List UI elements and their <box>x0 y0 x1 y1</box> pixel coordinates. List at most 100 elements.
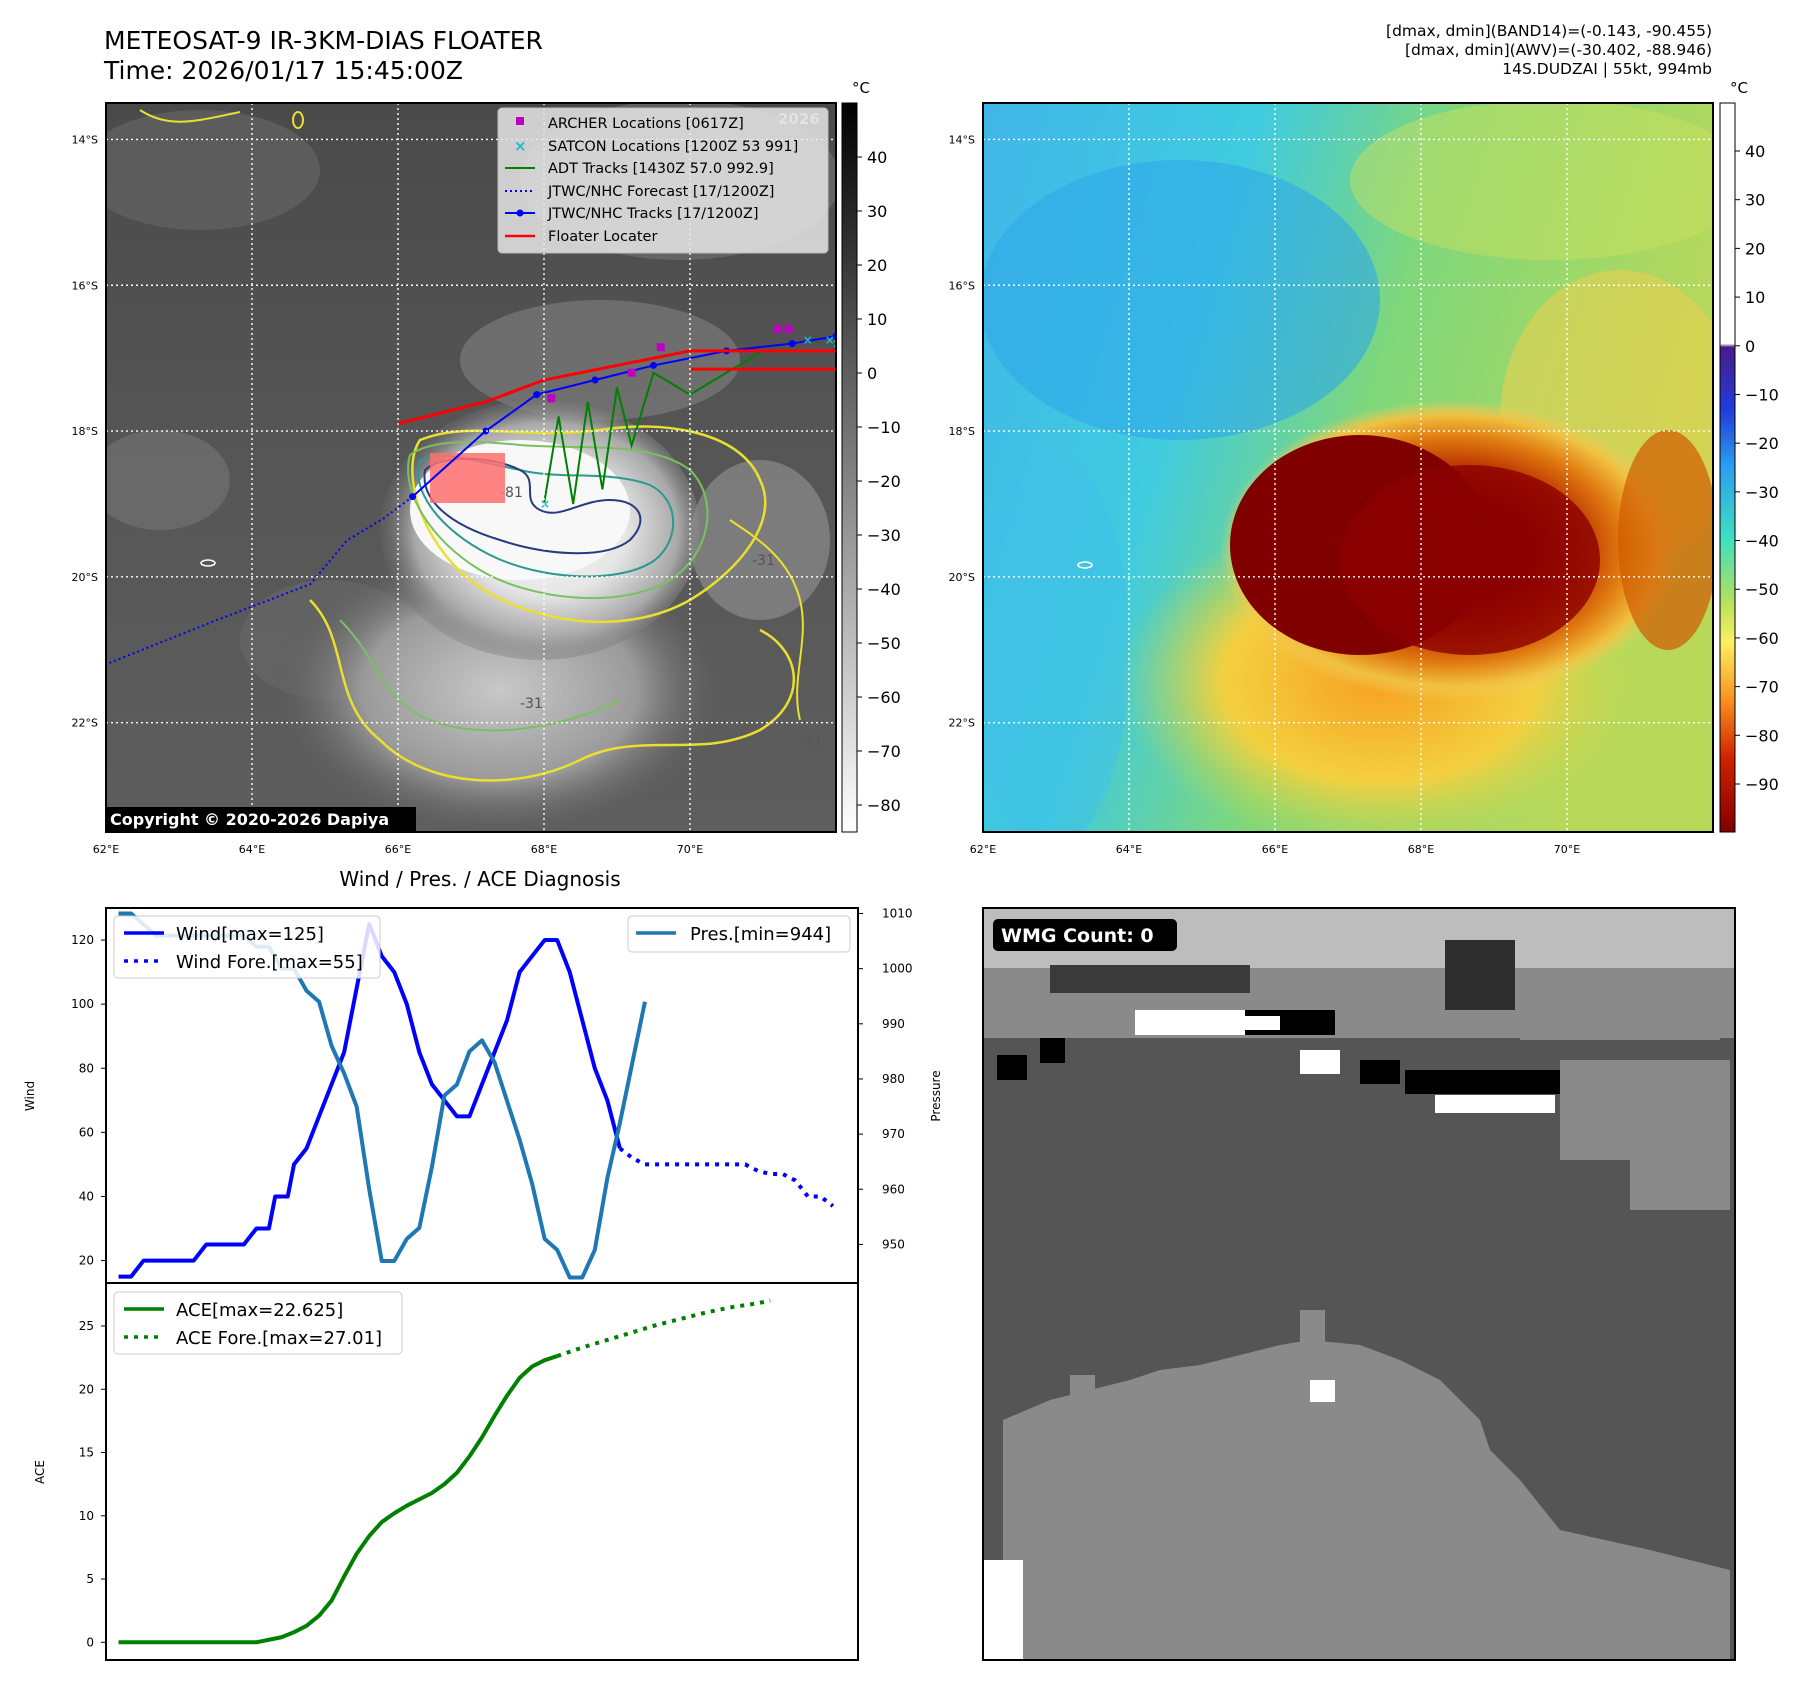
colorbar-tick-label: −50 <box>867 634 901 653</box>
track-point <box>533 391 541 399</box>
pressure-legend: Pres.[min=944] <box>627 915 851 953</box>
wind-axis-label: Wind <box>23 1081 37 1111</box>
wmg-count-badge <box>993 919 1177 951</box>
series-line <box>556 1298 771 1358</box>
info-line3: 14S.DUDZAI | 55kt, 994mb <box>1502 60 1712 78</box>
legend-entry: JTWC/NHC Forecast [17/1200Z] <box>547 184 774 200</box>
satcon-marker-icon: × <box>514 137 527 155</box>
forecast-track <box>106 495 414 666</box>
satcon-point: × <box>832 337 842 351</box>
wind-tick-label: 40 <box>79 1189 94 1203</box>
series-line <box>618 1146 835 1208</box>
awv-panel-frame <box>982 102 1714 833</box>
satcon-point: × <box>825 333 835 347</box>
lat-tick-label: 20°S <box>72 571 98 584</box>
legend-entry: Wind[max=125] <box>176 924 324 945</box>
wind-tick-label: 120 <box>71 933 94 947</box>
colorbar-tick-label: −40 <box>867 580 901 599</box>
diagnosis-title: Wind / Pres. / ACE Diagnosis <box>339 867 620 891</box>
lat-tick-label: 22°S <box>72 717 98 730</box>
legend-entry: ARCHER Locations [0617Z] <box>548 116 744 132</box>
lat-tick-label: 14°S <box>949 133 975 146</box>
pressure-axis-label: Pressure <box>929 1070 943 1121</box>
ir-colorbar <box>841 102 858 833</box>
legend-entry: ACE[max=22.625] <box>176 1300 343 1321</box>
colorbar-tick-label: 40 <box>867 148 887 167</box>
legend-entry: ACE Fore.[max=27.01] <box>176 1328 382 1349</box>
colorbar-tick-label: 20 <box>867 256 887 275</box>
info-line2: [dmax, dmin](AWV)=(-30.402, -88.946) <box>1405 41 1712 59</box>
lon-tick-label: 62°E <box>93 843 119 856</box>
wmg-count-label: WMG Count: 0 <box>1001 925 1154 947</box>
lon-tick-label: 68°E <box>531 843 557 856</box>
floater-box <box>430 453 505 503</box>
awv-satellite-image <box>983 103 1713 832</box>
colorbar-tick-label: −50 <box>1745 580 1779 599</box>
ace-panel-frame <box>105 1282 859 1661</box>
map-axis-labels: 14°S 16°S 18°S 20°S 22°S 62°E 64°E 66°E 68°E 70°E… <box>72 133 1581 856</box>
colorbar-tick-label: 30 <box>1745 191 1765 210</box>
legend-entry: SATCON Locations [1200Z 53 991] <box>548 139 798 155</box>
storm-tracks: ×× ×× <box>106 324 842 666</box>
awv-colorbar-ticks: 40 30 20 10 0 −10 −20 −30 −40 −50 −60 −70 −80 −90 <box>1735 142 1779 794</box>
contour-label: -31 <box>520 696 543 712</box>
awv-colorbar-unit: °C <box>1730 79 1748 97</box>
archer-point <box>784 324 793 333</box>
satcon-point: × <box>803 333 813 347</box>
colorbar-tick-label: −60 <box>867 688 901 707</box>
lat-tick-label: 22°S <box>949 717 975 730</box>
ace-tick-label: 10 <box>79 1509 94 1523</box>
archer-point <box>547 394 556 403</box>
ir-colorbar-ticks: 40 30 20 10 0 −10 −20 −30 −40 −50 −60 −70 −80 <box>857 148 901 815</box>
pressure-tick-label: 950 <box>882 1237 905 1251</box>
legend-entry: ADT Tracks [1430Z 57.0 992.9] <box>548 161 774 177</box>
ace-legend: ACE[max=22.625] ACE Fore.[max=27.01] <box>113 1291 403 1355</box>
copyright-badge <box>106 807 416 831</box>
pressure-tick-label: 1010 <box>882 907 913 921</box>
colorbar-tick-label: 10 <box>867 310 887 329</box>
lon-tick-label: 66°E <box>1262 843 1288 856</box>
colorbar-tick-label: 20 <box>1745 239 1765 258</box>
legend-entry: Floater Locater <box>548 229 657 245</box>
legend-entry: Pres.[min=944] <box>690 924 831 945</box>
colorbar-tick-label: −30 <box>1745 483 1779 502</box>
lon-tick-label: 66°E <box>385 843 411 856</box>
pressure-tick-label: 980 <box>882 1072 905 1086</box>
legend-entry: Wind Fore.[max=55] <box>176 952 363 973</box>
colorbar-tick-label: −40 <box>1745 532 1779 551</box>
ace-axis-label: ACE <box>33 1460 47 1484</box>
wmg-image <box>983 908 1735 1660</box>
lat-tick-label: 16°S <box>949 279 975 292</box>
archer-point <box>773 324 782 333</box>
ace-chart: 0 5 10 15 20 25 <box>79 1298 771 1649</box>
ace-tick-label: 0 <box>86 1635 94 1649</box>
colorbar-tick-label: 10 <box>1745 288 1765 307</box>
lon-tick-label: 68°E <box>1408 843 1434 856</box>
ace-tick-label: 15 <box>79 1446 94 1460</box>
lat-tick-label: 14°S <box>72 133 98 146</box>
ace-tick-label: 20 <box>79 1382 94 1396</box>
archer-point <box>627 368 636 377</box>
lon-tick-label: 64°E <box>1116 843 1142 856</box>
figure-title-line2: Time: 2026/01/17 15:45:00Z <box>104 56 463 85</box>
track-dot-icon <box>516 209 524 217</box>
contour-label: -31 <box>752 553 775 569</box>
wind-tick-label: 20 <box>79 1254 94 1268</box>
lat-tick-label: 16°S <box>72 279 98 292</box>
series-line <box>118 1354 558 1645</box>
colorbar-tick-label: 0 <box>867 364 877 383</box>
colorbar-tick-label: −10 <box>1745 385 1779 404</box>
colorbar-tick-label: −20 <box>1745 434 1779 453</box>
colorbar-tick-label: 30 <box>867 202 887 221</box>
pressure-tick-label: 960 <box>882 1182 905 1196</box>
colorbar-tick-label: −20 <box>867 472 901 491</box>
track-point <box>591 376 599 384</box>
lat-tick-label: 18°S <box>72 425 98 438</box>
pressure-tick-label: 970 <box>882 1127 905 1141</box>
satcon-point: × <box>540 497 550 511</box>
archer-marker-icon <box>516 117 524 125</box>
legend-entry: JTWC/NHC Tracks [17/1200Z] <box>547 206 759 222</box>
colorbar-tick-label: −10 <box>867 418 901 437</box>
colorbar-tick-label: −80 <box>867 796 901 815</box>
